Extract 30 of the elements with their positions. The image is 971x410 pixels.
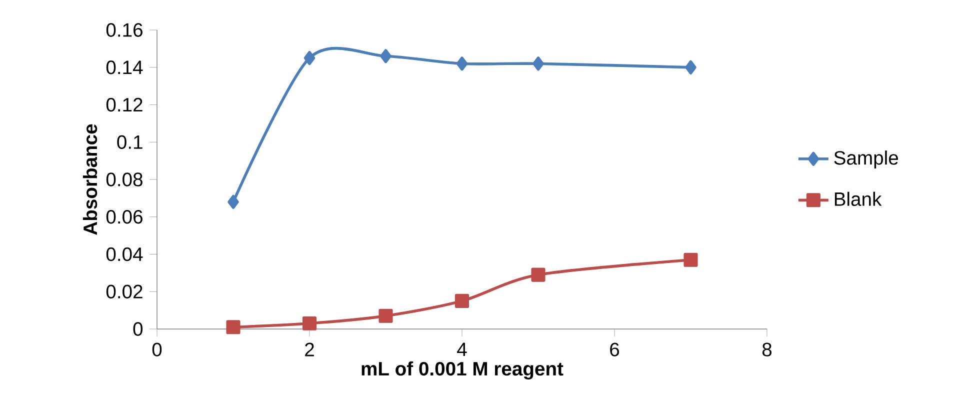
y-tick-label: 0.12	[106, 98, 142, 112]
point	[378, 308, 393, 323]
point	[684, 252, 698, 267]
point	[304, 50, 316, 66]
point	[302, 316, 317, 330]
x-tick-label: 8	[762, 342, 772, 356]
x-tick-label: 2	[305, 342, 314, 356]
point	[380, 49, 392, 64]
y-tick-label: 0.04	[106, 247, 143, 262]
legend-label: Blank	[834, 192, 882, 206]
y-tick-label: 0.14	[106, 60, 143, 74]
y-tick-label: 0.16	[106, 23, 142, 37]
y-tick-label: 0.02	[106, 284, 142, 298]
x-tick-label: 6	[610, 342, 620, 356]
point	[456, 56, 468, 71]
legend-label: Sample	[834, 150, 898, 169]
y-tick-label: 0	[133, 322, 143, 336]
y-axis-title: Absorbance	[82, 124, 98, 235]
x-tick-label: 0	[152, 342, 162, 356]
y-tick-label: 0.1	[117, 135, 142, 149]
x-tick-label: 4	[457, 342, 467, 356]
point	[532, 56, 544, 71]
point	[454, 294, 470, 308]
x-axis-title: mL of 0.001 M reagent	[362, 361, 564, 380]
point	[228, 194, 239, 209]
point	[685, 60, 696, 74]
point	[531, 268, 546, 282]
point	[226, 320, 240, 334]
y-tick-label: 0.08	[106, 172, 142, 186]
y-tick-label: 0.06	[106, 210, 142, 224]
